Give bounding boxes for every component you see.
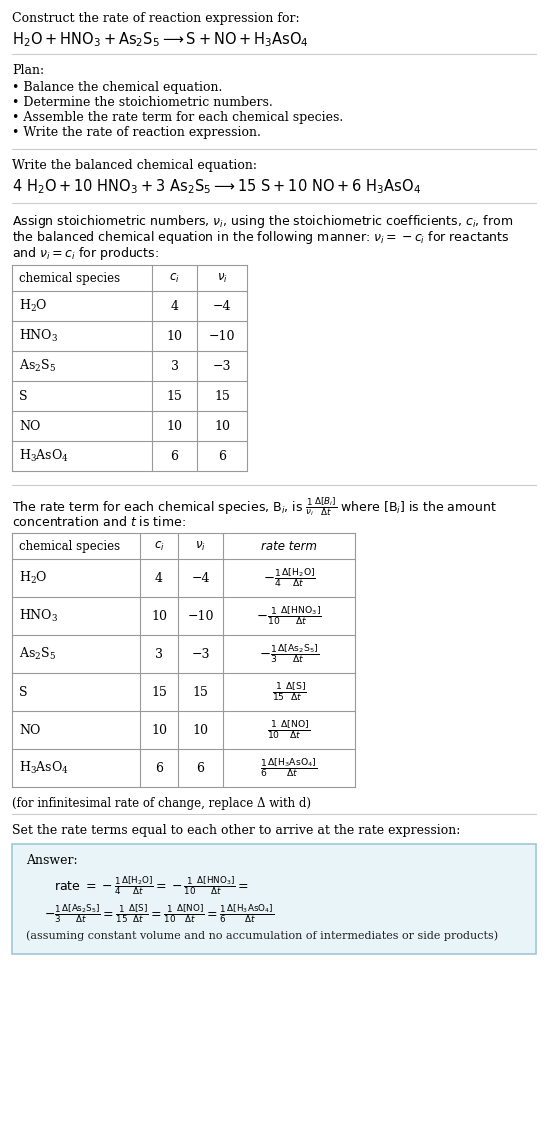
Text: 10: 10 [214,420,230,432]
Text: chemical species: chemical species [19,539,120,553]
Text: Plan:: Plan: [12,64,44,77]
Text: 10: 10 [151,610,167,622]
Text: $\mathregular{4\ H_2O + 10\ HNO_3 + 3\ As_2S_5 \longrightarrow 15\ S + 10\ NO + : $\mathregular{4\ H_2O + 10\ HNO_3 + 3\ A… [12,178,421,196]
Text: $\nu_i$: $\nu_i$ [195,539,206,553]
Text: the balanced chemical equation in the following manner: $\nu_i = -c_i$ for react: the balanced chemical equation in the fo… [12,229,509,246]
Text: NO: NO [19,420,40,432]
Text: Answer:: Answer: [26,854,78,867]
Text: −10: −10 [209,330,235,343]
Text: $\mathregular{H_3AsO_4}$: $\mathregular{H_3AsO_4}$ [19,448,69,464]
Text: $\mathregular{HNO_3}$: $\mathregular{HNO_3}$ [19,608,58,624]
Text: 10: 10 [167,330,182,343]
Text: $\mathregular{H_2O}$: $\mathregular{H_2O}$ [19,570,48,586]
Text: chemical species: chemical species [19,272,120,284]
Text: • Determine the stoichiometric numbers.: • Determine the stoichiometric numbers. [12,96,273,109]
Text: 3: 3 [170,360,179,372]
Text: −4: −4 [213,299,232,313]
Text: $\mathregular{H_2O}$: $\mathregular{H_2O}$ [19,298,48,314]
Text: $-\frac{1}{3}\frac{\Delta[\mathregular{As_2S_5}]}{\Delta t}$: $-\frac{1}{3}\frac{\Delta[\mathregular{A… [259,643,319,666]
Text: 10: 10 [151,724,167,736]
Text: $c_i$: $c_i$ [153,539,164,553]
Text: −3: −3 [213,360,232,372]
Text: The rate term for each chemical species, B$_i$, is $\frac{1}{\nu_i}\frac{\Delta[: The rate term for each chemical species,… [12,495,497,518]
Text: $-\frac{1}{10}\frac{\Delta[\mathregular{HNO_3}]}{\Delta t}$: $-\frac{1}{10}\frac{\Delta[\mathregular{… [256,604,322,627]
FancyBboxPatch shape [12,844,536,954]
Text: $\mathregular{H_3AsO_4}$: $\mathregular{H_3AsO_4}$ [19,760,69,776]
Text: $\nu_i$: $\nu_i$ [217,272,227,284]
Text: • Balance the chemical equation.: • Balance the chemical equation. [12,81,222,94]
Text: NO: NO [19,724,40,736]
Text: and $\nu_i = c_i$ for products:: and $\nu_i = c_i$ for products: [12,245,159,262]
Text: 6: 6 [197,761,205,775]
Text: 15: 15 [151,685,167,699]
Text: 4: 4 [155,571,163,585]
Text: • Write the rate of reaction expression.: • Write the rate of reaction expression. [12,126,261,139]
Text: rate term: rate term [261,539,317,553]
Text: 10: 10 [193,724,209,736]
Text: 15: 15 [193,685,209,699]
Text: 3: 3 [155,648,163,660]
Text: $-\frac{1}{3}\frac{\Delta[\mathregular{As_2S_5}]}{\Delta t} = \frac{1}{15}\frac{: $-\frac{1}{3}\frac{\Delta[\mathregular{A… [44,902,274,925]
Text: $-\frac{1}{4}\frac{\Delta[\mathregular{H_2O}]}{\Delta t}$: $-\frac{1}{4}\frac{\Delta[\mathregular{H… [263,567,316,589]
Text: 15: 15 [214,389,230,403]
Text: −10: −10 [187,610,213,622]
Text: −4: −4 [191,571,210,585]
Text: $\frac{1}{15}\frac{\Delta[\mathregular{S}]}{\Delta t}$: $\frac{1}{15}\frac{\Delta[\mathregular{S… [271,681,306,703]
Text: $\mathregular{H_2O + HNO_3 + As_2S_5 \longrightarrow S + NO + H_3AsO_4}$: $\mathregular{H_2O + HNO_3 + As_2S_5 \lo… [12,30,309,49]
Text: 4: 4 [170,299,179,313]
Text: 6: 6 [170,450,179,462]
Text: (for infinitesimal rate of change, replace Δ with d): (for infinitesimal rate of change, repla… [12,797,311,810]
Text: S: S [19,389,27,403]
Text: Construct the rate of reaction expression for:: Construct the rate of reaction expressio… [12,13,300,25]
Text: $\frac{1}{10}\frac{\Delta[\mathregular{NO}]}{\Delta t}$: $\frac{1}{10}\frac{\Delta[\mathregular{N… [268,719,311,741]
Text: • Assemble the rate term for each chemical species.: • Assemble the rate term for each chemic… [12,112,343,124]
Text: $\mathregular{As_2S_5}$: $\mathregular{As_2S_5}$ [19,358,56,374]
Text: $\frac{1}{6}\frac{\Delta[\mathregular{H_3AsO_4}]}{\Delta t}$: $\frac{1}{6}\frac{\Delta[\mathregular{H_… [260,757,318,780]
Text: Assign stoichiometric numbers, $\nu_i$, using the stoichiometric coefficients, $: Assign stoichiometric numbers, $\nu_i$, … [12,213,513,230]
Text: rate $= -\frac{1}{4}\frac{\Delta[\mathregular{H_2O}]}{\Delta t} = -\frac{1}{10}\: rate $= -\frac{1}{4}\frac{\Delta[\mathre… [54,874,249,897]
Text: 6: 6 [218,450,226,462]
Text: $\mathregular{As_2S_5}$: $\mathregular{As_2S_5}$ [19,646,56,662]
Text: −3: −3 [191,648,210,660]
Text: $c_i$: $c_i$ [169,272,180,284]
Text: (assuming constant volume and no accumulation of intermediates or side products): (assuming constant volume and no accumul… [26,930,498,941]
Text: Set the rate terms equal to each other to arrive at the rate expression:: Set the rate terms equal to each other t… [12,824,460,838]
Text: S: S [19,685,27,699]
Text: 6: 6 [155,761,163,775]
Text: Write the balanced chemical equation:: Write the balanced chemical equation: [12,159,257,172]
Text: $\mathregular{HNO_3}$: $\mathregular{HNO_3}$ [19,328,58,344]
Text: 10: 10 [167,420,182,432]
Text: 15: 15 [167,389,182,403]
Text: concentration and $t$ is time:: concentration and $t$ is time: [12,516,186,529]
